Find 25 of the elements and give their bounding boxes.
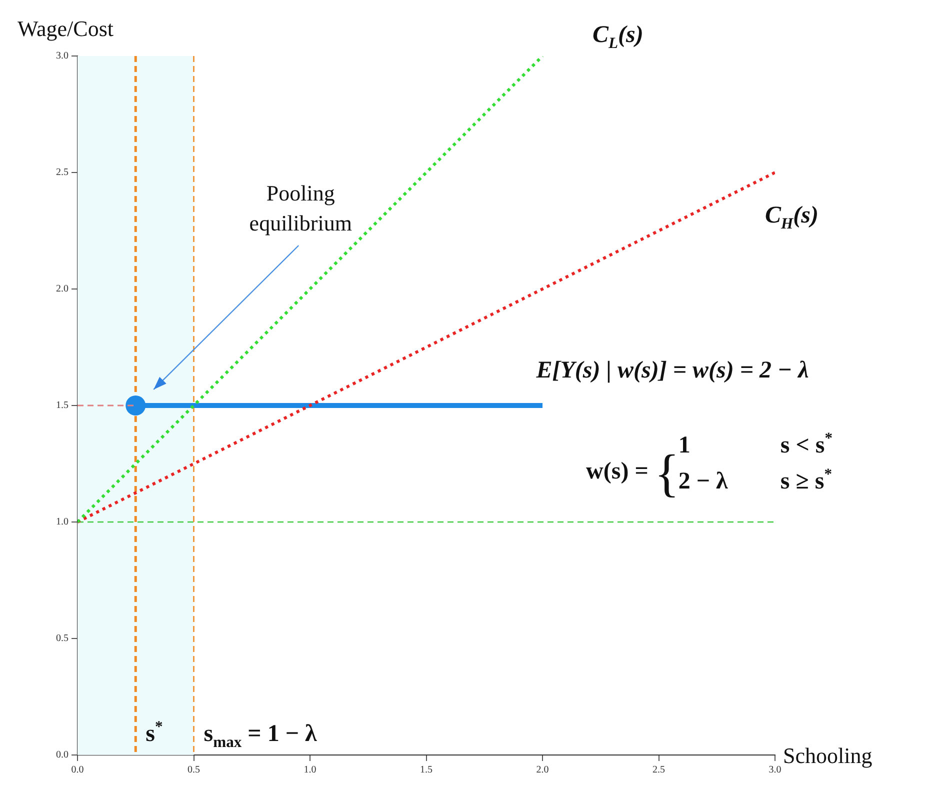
y-tick-label: 2.5 (56, 167, 68, 178)
annotation: 1 (678, 432, 690, 459)
y-tick-label: 1.5 (56, 400, 68, 412)
y-tick-label: 0.5 (56, 633, 68, 644)
annotation: w(s) = (586, 458, 648, 485)
annotation: Pooling equilibrium (249, 180, 352, 236)
series-label: E[Y(s) | w(s)] = w(s) = 2 − λ (535, 358, 810, 384)
y-tick-label: 2.0 (56, 284, 68, 295)
text: s ≥ s* (780, 466, 832, 495)
x-tick-label: 0.0 (71, 764, 84, 776)
text: s < s* (780, 430, 833, 459)
y-tick-label: 1.0 (56, 516, 68, 528)
x-tick-label: 2.0 (536, 764, 549, 776)
annotation: 2 − λ (678, 468, 728, 495)
y-tick-label: 3.0 (56, 50, 68, 62)
x-tick-label: 0.5 (188, 764, 200, 776)
x-tick-label: 2.5 (652, 764, 665, 776)
ref-line-label: s* (146, 718, 163, 747)
x-tick-label: 3.0 (768, 764, 782, 776)
x-axis-title: Schooling (783, 743, 872, 768)
annotation: { (654, 446, 680, 503)
x-tick-label: 1.5 (420, 764, 432, 776)
y-axis-title: Wage/Cost (18, 16, 114, 41)
x-tick-label: 1.0 (304, 764, 316, 776)
y-tick-label: 0.0 (56, 750, 68, 761)
